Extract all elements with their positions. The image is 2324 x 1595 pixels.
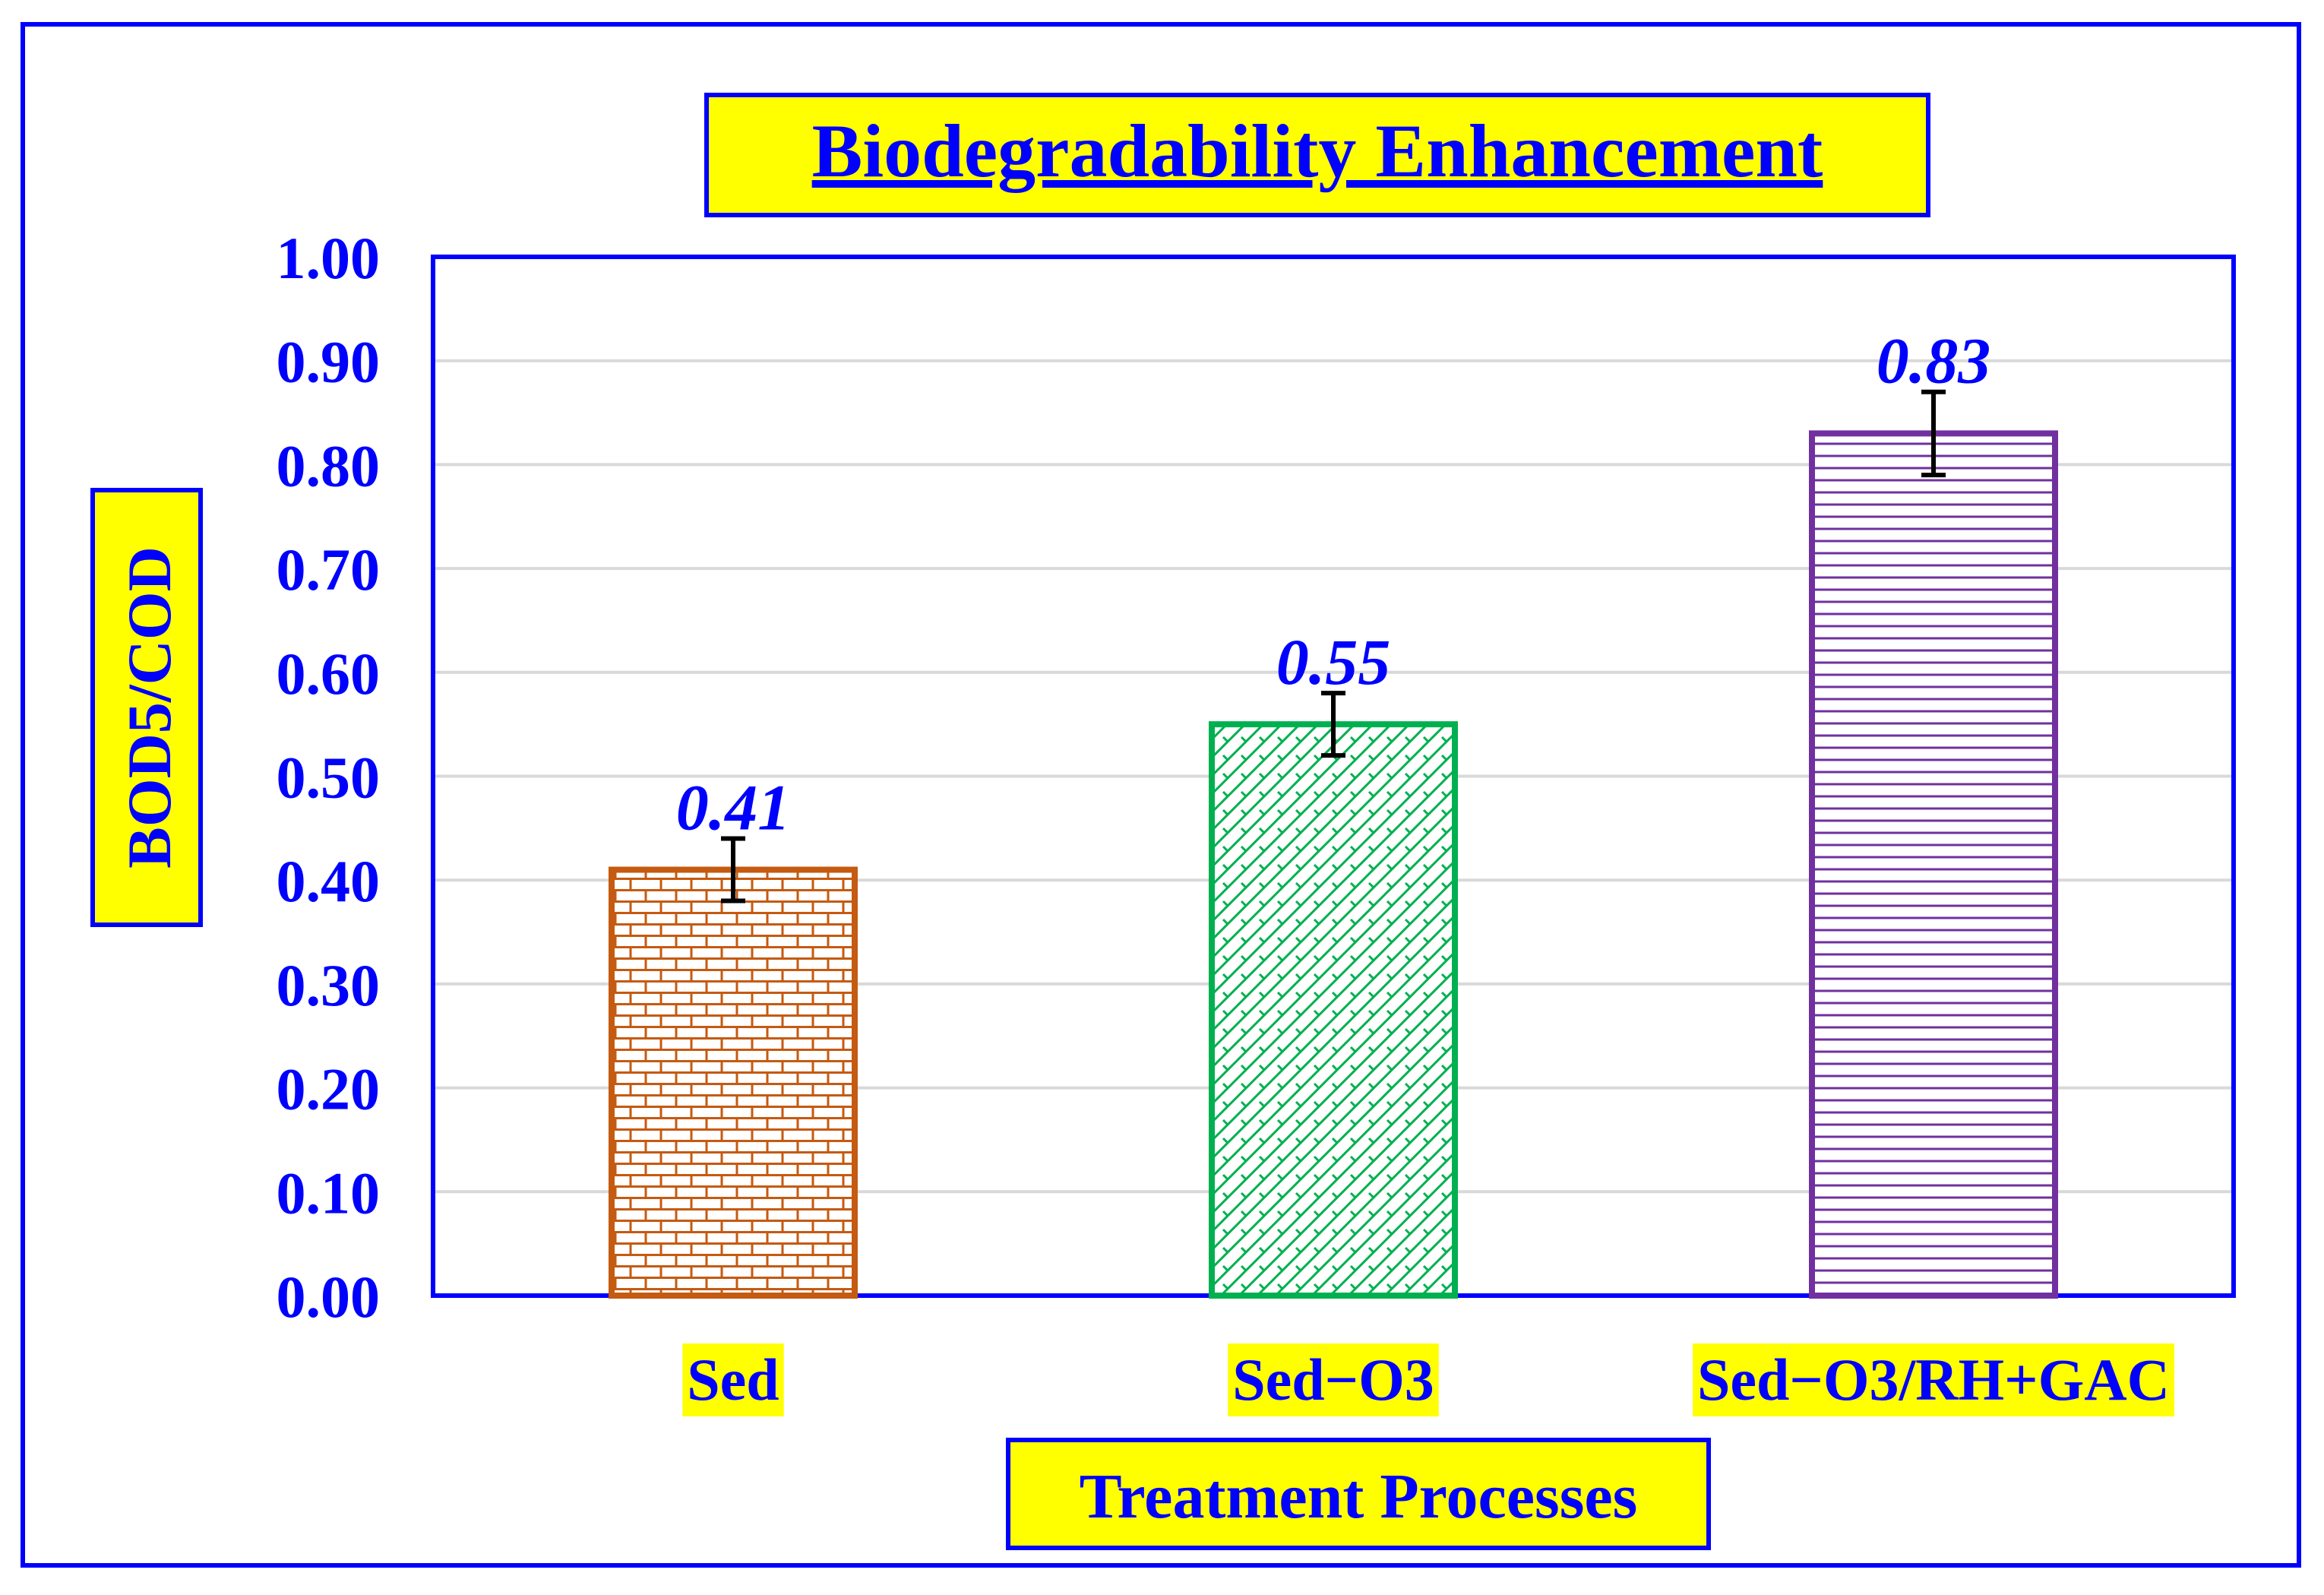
data-label: 0.41 (676, 771, 791, 844)
x-tick-label-group: Sed (682, 1343, 784, 1416)
chart-title: Biodegradability Enhancement (812, 109, 1823, 193)
y-tick-labels: 0.00 0.10 0.20 0.30 0.40 0.50 0.60 0.70 0.80 0.90… (277, 225, 381, 1330)
error-bar (1321, 691, 1345, 758)
y-tick-label: 0.70 (277, 536, 381, 603)
x-tick-label: Sed−O3/RH+GAC (1697, 1347, 2170, 1413)
bars (609, 430, 2058, 1299)
x-tick-label-highlight (1228, 1343, 1439, 1416)
y-tick-label: 0.90 (277, 329, 381, 395)
x-tick-label: Sed−O3 (1232, 1347, 1434, 1413)
outer-frame (21, 22, 2301, 1568)
x-tick-label: Sed (687, 1347, 779, 1413)
x-tick-label-group: Sed−O3/RH+GAC (1693, 1343, 2174, 1416)
y-tick-label: 0.50 (277, 745, 381, 811)
data-labels: 0.41 0.55 0.83 (676, 324, 1991, 844)
x-axis-label-box: Treatment Processes (1006, 1438, 1711, 1550)
y-tick-label: 0.10 (277, 1160, 381, 1226)
data-label: 0.83 (1877, 324, 1991, 397)
y-axis-label: BOD5/COD (115, 546, 184, 869)
bar (1209, 721, 1458, 1299)
chart-title-box: Biodegradability Enhancement (704, 93, 1930, 217)
bar (609, 866, 858, 1299)
y-tick-label: 0.30 (277, 952, 381, 1018)
y-tick-label: 0.00 (277, 1264, 381, 1330)
error-bars (721, 389, 1946, 904)
x-tick-label-highlight (1693, 1343, 2174, 1416)
y-tick-label: 0.20 (277, 1056, 381, 1122)
y-tick-label: 0.80 (277, 432, 381, 498)
data-label: 0.55 (1276, 625, 1391, 698)
x-tick-labels: Sed Sed−O3 Sed−O3/RH+GAC (682, 1343, 2174, 1416)
y-tick-label: 1.00 (277, 225, 381, 291)
y-tick-label: 0.40 (277, 848, 381, 914)
y-axis-label-box: BOD5/COD (90, 488, 203, 927)
x-tick-label-group: Sed−O3 (1228, 1343, 1439, 1416)
error-bar (1921, 389, 1946, 478)
bar (1809, 430, 2058, 1299)
error-bar (721, 836, 745, 904)
x-axis-label: Treatment Processes (1080, 1461, 1638, 1532)
y-tick-label: 0.60 (277, 641, 381, 707)
x-tick-label-highlight (682, 1343, 784, 1416)
